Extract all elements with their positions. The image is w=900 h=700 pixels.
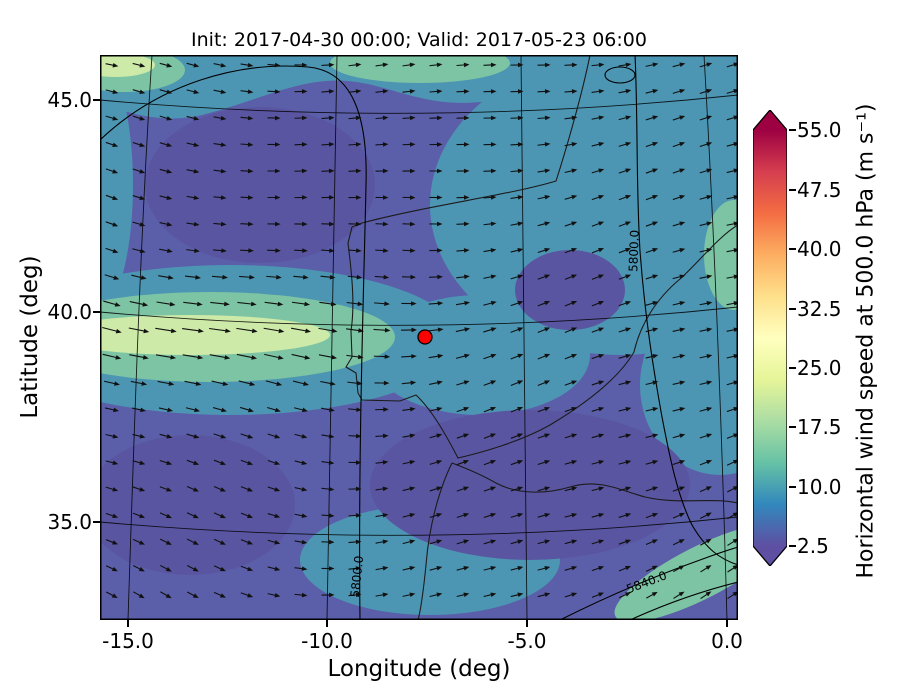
fill-purple-min-south-central xyxy=(370,410,690,560)
plot-frame xyxy=(100,55,738,620)
x-tick-mark xyxy=(127,620,129,627)
x-tick-label-m15: -15.0 xyxy=(102,629,154,653)
colorbar-tick-40: 40.0 xyxy=(797,237,842,261)
y-tick-mark xyxy=(93,311,100,313)
colorbar-tick-25: 25.0 xyxy=(797,356,842,380)
x-axis-label: Longitude (deg) xyxy=(327,656,511,682)
location-marker xyxy=(417,329,433,345)
y-tick-mark xyxy=(93,99,100,101)
colorbar-tick-55: 55.0 xyxy=(797,118,842,142)
x-tick-label-0: 0.0 xyxy=(711,629,743,653)
contour-5800-west xyxy=(99,65,367,621)
y-tick-mark xyxy=(93,521,100,523)
y-tick-label-40: 40.0 xyxy=(47,300,92,324)
meridian--15 xyxy=(127,54,153,621)
colorbar-extend-max xyxy=(753,110,787,130)
colorbar-tick-mark xyxy=(789,129,796,131)
colorbar-label: Horizontal wind speed at 500.0 hPa (m s⁻… xyxy=(853,103,879,579)
x-tick-label-m5: -5.0 xyxy=(507,629,547,653)
colorbar-extend-min xyxy=(753,546,787,566)
colorbar-tick-mark xyxy=(789,426,796,428)
coastline-africa-atlantic xyxy=(417,462,453,621)
colorbar-tick-mark xyxy=(789,308,796,310)
colorbar-tick-mark xyxy=(789,367,796,369)
map-plot-area: 5800.0 5800.0 5840.0 xyxy=(0,43,810,622)
fill-pale-green-jet-core xyxy=(50,315,330,355)
colorbar-tick-mark xyxy=(789,248,796,250)
geopotential-contours xyxy=(99,54,739,621)
colorbar-tick-2-5: 2.5 xyxy=(797,534,829,558)
contour-label-5800-east: 5800.0 xyxy=(626,230,641,272)
colorbar-tick-32-5: 32.5 xyxy=(797,297,842,321)
contour-5840 xyxy=(559,546,739,621)
contour-label-5800-west: 5800.0 xyxy=(348,555,366,598)
contour-closed-small xyxy=(604,66,636,84)
x-tick-mark xyxy=(326,620,328,627)
x-tick-mark xyxy=(526,620,528,627)
coastline-iberia-france xyxy=(345,54,739,459)
map-canvas: 5800.0 5800.0 5840.0 xyxy=(0,43,810,622)
y-tick-label-45: 45.0 xyxy=(47,88,92,112)
parallel-45 xyxy=(99,94,739,114)
colorbar-canvas xyxy=(752,108,788,568)
y-tick-label-35: 35.0 xyxy=(47,510,92,534)
plot-title: Init: 2017-04-30 00:00; Valid: 2017-05-2… xyxy=(191,29,647,51)
meridian-0 xyxy=(703,54,728,621)
x-tick-mark xyxy=(726,620,728,627)
fill-purple-patch-east xyxy=(515,250,625,330)
colorbar-tick-47-5: 47.5 xyxy=(797,178,842,202)
colorbar-tick-10: 10.0 xyxy=(797,475,842,499)
fill-purple-min-northwest xyxy=(145,107,375,263)
colorbar-tick-mark xyxy=(789,486,796,488)
wind-vector-arrows xyxy=(102,62,740,600)
colorbar-gradient xyxy=(753,130,787,546)
colorbar-tick-mark xyxy=(789,545,796,547)
parallel-35 xyxy=(99,516,739,536)
y-axis-label: Latitude (deg) xyxy=(17,255,43,419)
contour-5840-inner xyxy=(629,581,739,621)
colorbar-tick-mark xyxy=(789,189,796,191)
colorbar-tick-17-5: 17.5 xyxy=(797,415,842,439)
contour-5800-east xyxy=(634,54,739,566)
colorbar xyxy=(752,108,788,568)
x-tick-label-m10: -10.0 xyxy=(301,629,353,653)
